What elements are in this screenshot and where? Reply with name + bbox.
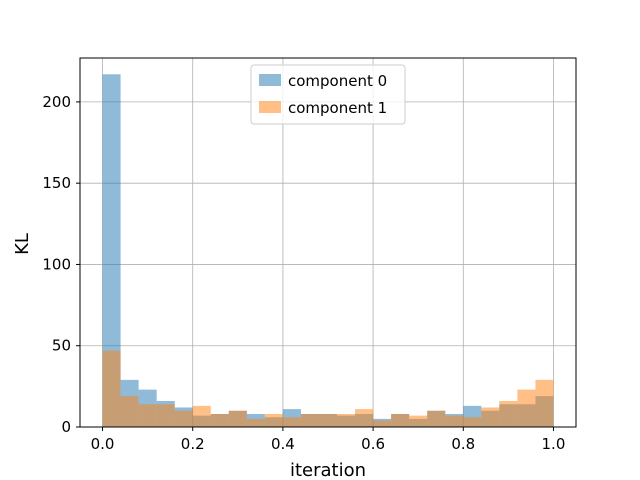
y-axis-label: KL	[12, 233, 33, 255]
legend: component 0 component 1	[250, 64, 406, 125]
y-tick-label: 150	[42, 174, 71, 192]
legend-entry-label: component 0	[288, 72, 387, 90]
y-tick-label: 0	[61, 418, 71, 436]
histogram-bar	[427, 410, 446, 427]
histogram-bar	[210, 413, 229, 427]
histogram-bar	[409, 415, 428, 427]
histogram-bar	[517, 389, 536, 427]
histogram-bar	[445, 415, 464, 427]
y-tick-label: 200	[42, 93, 71, 111]
histogram-bar	[481, 407, 500, 427]
histogram-bars	[102, 74, 554, 428]
histogram-bar	[355, 409, 374, 427]
x-tick-label: 0.4	[271, 435, 295, 453]
legend-box	[250, 64, 406, 125]
histogram-bar	[535, 379, 554, 427]
histogram-bar	[282, 417, 301, 427]
plot-area-frame	[79, 57, 577, 428]
x-tick-label: 0.8	[451, 435, 475, 453]
y-tick-label: 50	[52, 337, 71, 355]
legend-swatch	[259, 74, 281, 86]
legend-swatch	[259, 101, 281, 113]
histogram-bar	[120, 396, 139, 427]
x-tick-label: 0.0	[91, 435, 115, 453]
histogram-bar	[138, 404, 157, 427]
x-axis-label: iteration	[290, 460, 366, 480]
histogram-bar	[156, 404, 175, 427]
histogram-bar	[264, 413, 283, 427]
histogram-bar	[499, 400, 518, 427]
histogram-bar	[174, 410, 193, 427]
y-tick-label: 100	[42, 255, 71, 273]
histogram-bar	[373, 420, 392, 427]
histogram-bar	[337, 413, 356, 427]
legend-entry-label: component 1	[288, 99, 387, 117]
histogram-bar	[463, 417, 482, 427]
histogram-bar	[192, 405, 211, 427]
histogram-bar	[228, 410, 247, 427]
histogram-bar	[318, 413, 338, 427]
histogram-bar	[102, 74, 121, 428]
x-tick-label: 0.2	[181, 435, 205, 453]
histogram-bar	[391, 413, 410, 427]
x-tick-label: 1.0	[542, 435, 566, 453]
histogram-bar	[300, 413, 319, 427]
x-tick-label: 0.6	[361, 435, 385, 453]
axis-ticks: 0.0 0.2 0.4 0.6 0.8 1.0 0 50 100 150 200	[42, 93, 565, 453]
histogram-bar	[102, 350, 121, 427]
series-0-bars	[102, 74, 554, 428]
series-1-bars	[102, 350, 554, 427]
histogram-bar	[246, 418, 265, 427]
